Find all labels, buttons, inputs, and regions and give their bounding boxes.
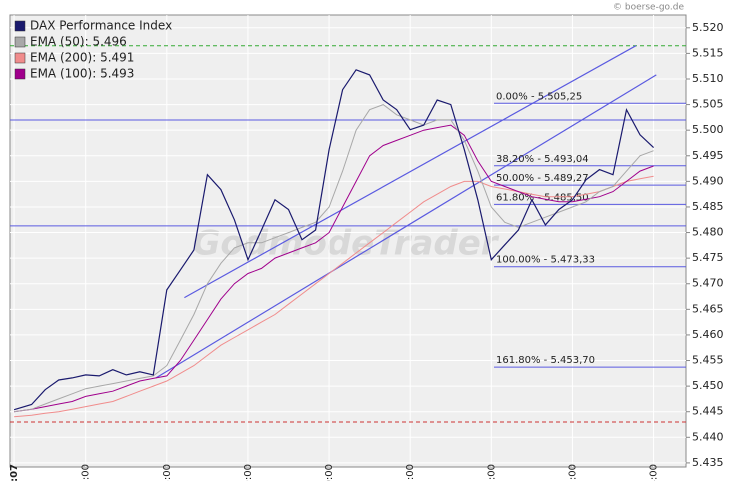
- fib-label: 61.80% - 5.485,50: [496, 192, 589, 203]
- y-tick-label: 5.490: [692, 174, 724, 187]
- plot-area: [9, 14, 687, 468]
- fib-label: 38.20% - 5.493,04: [496, 154, 589, 165]
- legend-swatch: [14, 20, 26, 32]
- y-tick-label: 5.480: [692, 226, 724, 239]
- series-line: [14, 175, 654, 418]
- series-line: [13, 69, 655, 411]
- x-tick-label: 14:00: [649, 464, 660, 481]
- y-tick-label: 5.495: [692, 149, 724, 162]
- y-tick-label: 5.470: [692, 277, 724, 290]
- fib-label: 0.00% - 5.505,25: [496, 91, 582, 102]
- x-tick-label: 11:00: [405, 464, 416, 481]
- fib-label: 50.00% - 5.489,27: [496, 173, 589, 184]
- y-tick-label: 5.515: [692, 46, 724, 59]
- y-tick-label: 5.475: [692, 251, 724, 264]
- series-line: [14, 104, 654, 413]
- legend-swatch: [14, 68, 26, 80]
- y-tick-label: 5.455: [692, 354, 724, 367]
- legend-label: DAX Performance Index: [30, 19, 172, 33]
- x-tick-label: 06:07: [9, 464, 20, 481]
- x-tick-label: 13:00: [567, 464, 578, 481]
- y-tick-label: 5.450: [692, 379, 724, 392]
- watermark: GodmodeTrader: [192, 224, 499, 264]
- y-tick-label: 5.500: [692, 123, 724, 136]
- y-tick-label: 5.520: [692, 21, 724, 34]
- y-tick-label: 5.465: [692, 302, 724, 315]
- y-tick-label: 5.435: [692, 456, 724, 469]
- trend-line: [155, 74, 657, 379]
- legend-label: EMA (100): 5.493: [30, 67, 134, 81]
- y-tick-label: 5.460: [692, 328, 724, 341]
- y-tick-label: 5.445: [692, 405, 724, 418]
- legend-swatch: [14, 52, 26, 64]
- trend-line: [184, 45, 637, 299]
- fib-label: 161.80% - 5.453,70: [496, 355, 595, 366]
- y-tick-label: 5.510: [692, 72, 724, 85]
- x-tick-label: 07:00: [81, 464, 92, 481]
- y-tick-label: 5.485: [692, 200, 724, 213]
- y-tick-label: 5.440: [692, 430, 724, 443]
- x-tick-label: 09:00: [243, 464, 254, 481]
- x-tick-label: 10:00: [324, 464, 335, 481]
- y-tick-label: 5.505: [692, 98, 724, 111]
- source: © boerse-go.de: [613, 3, 684, 13]
- series-line: [14, 124, 654, 413]
- x-tick-label: 08:00: [162, 464, 173, 481]
- legend-swatch: [14, 36, 26, 48]
- legend-label: EMA (200): 5.491: [30, 51, 134, 65]
- legend-label: EMA (50): 5.496: [30, 35, 127, 49]
- fib-label: 100.00% - 5.473,33: [496, 255, 595, 266]
- x-tick-label: 12:00: [486, 464, 497, 481]
